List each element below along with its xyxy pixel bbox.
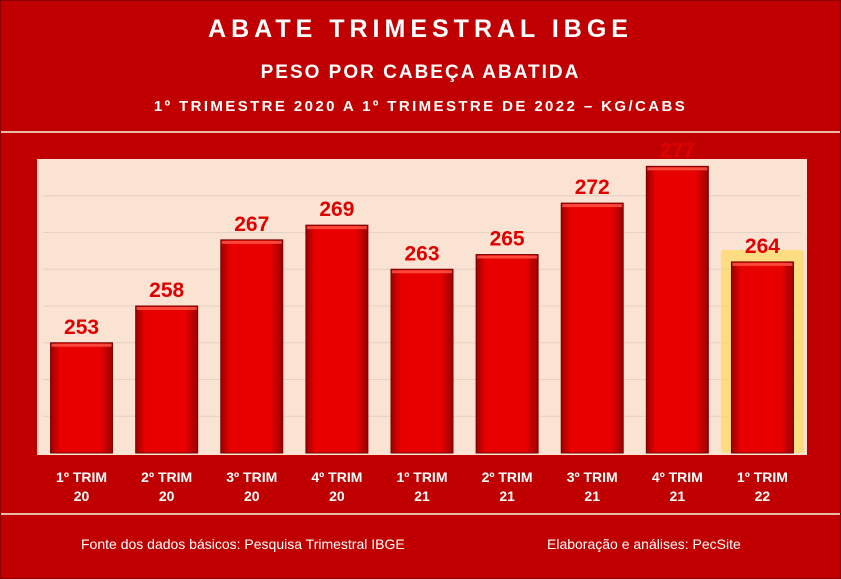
x-tick-label-year: 20 — [159, 488, 175, 504]
x-tick-label-year: 21 — [584, 488, 600, 504]
bar-chart: 253 1º TRIM 20 258 2º TRIM 20 267 3º TRIM 20 269 4… — [43, 139, 804, 504]
bar — [560, 202, 624, 454]
header-divider — [1, 131, 840, 133]
bar — [135, 305, 199, 454]
bar — [220, 239, 284, 454]
data-label: 265 — [490, 228, 525, 251]
bar-top-highlight — [306, 226, 367, 230]
x-tick-label: 1º TRIM — [737, 469, 788, 485]
data-label: 263 — [404, 242, 439, 265]
bar — [730, 261, 794, 454]
data-label: 253 — [64, 316, 99, 339]
bar — [475, 254, 539, 454]
x-tick-label: 3º TRIM — [226, 469, 277, 485]
x-tick-label-year: 21 — [414, 488, 430, 504]
data-label: 272 — [575, 176, 610, 199]
x-tick-label-year: 22 — [755, 488, 771, 504]
bar-top-highlight — [221, 240, 282, 244]
x-tick-label: 4º TRIM — [652, 469, 703, 485]
x-tick-label: 1º TRIM — [56, 469, 107, 485]
x-tick-label-year: 20 — [244, 488, 260, 504]
data-label: 258 — [149, 279, 184, 302]
bar-top-highlight — [477, 255, 538, 259]
footer-divider — [1, 513, 840, 515]
bar — [305, 224, 369, 454]
x-tick-label-year: 20 — [74, 488, 90, 504]
bar-top-highlight — [732, 262, 793, 266]
bar-top-highlight — [647, 167, 708, 171]
x-tick-label-year: 21 — [670, 488, 686, 504]
data-label: 267 — [234, 213, 269, 236]
data-label: 264 — [745, 235, 780, 258]
data-label: 277 — [660, 139, 695, 162]
x-tick-label: 2º TRIM — [482, 469, 533, 485]
x-tick-label: 4º TRIM — [311, 469, 362, 485]
bar — [390, 268, 454, 454]
bar-top-highlight — [51, 343, 112, 347]
x-tick-label-year: 21 — [499, 488, 515, 504]
bar-top-highlight — [562, 204, 623, 208]
bar-top-highlight — [392, 270, 452, 274]
chart-period: 1º TRIMESTRE 2020 A 1º TRIMESTRE DE 2022… — [153, 98, 688, 115]
bar — [645, 165, 709, 454]
x-tick-label-year: 20 — [329, 488, 345, 504]
x-tick-label: 2º TRIM — [141, 469, 192, 485]
author-note: Elaboração e análises: PecSite — [547, 536, 741, 552]
data-label: 269 — [319, 198, 354, 221]
chart-title: ABATE TRIMESTRAL IBGE — [208, 15, 633, 43]
bar-top-highlight — [136, 307, 197, 310]
source-note: Fonte dos dados básicos: Pesquisa Trimes… — [81, 536, 405, 552]
bar — [50, 342, 114, 454]
x-tick-label: 1º TRIM — [396, 469, 447, 485]
chart-subtitle: PESO POR CABEÇA ABATIDA — [260, 62, 581, 83]
x-tick-label: 3º TRIM — [567, 469, 618, 485]
